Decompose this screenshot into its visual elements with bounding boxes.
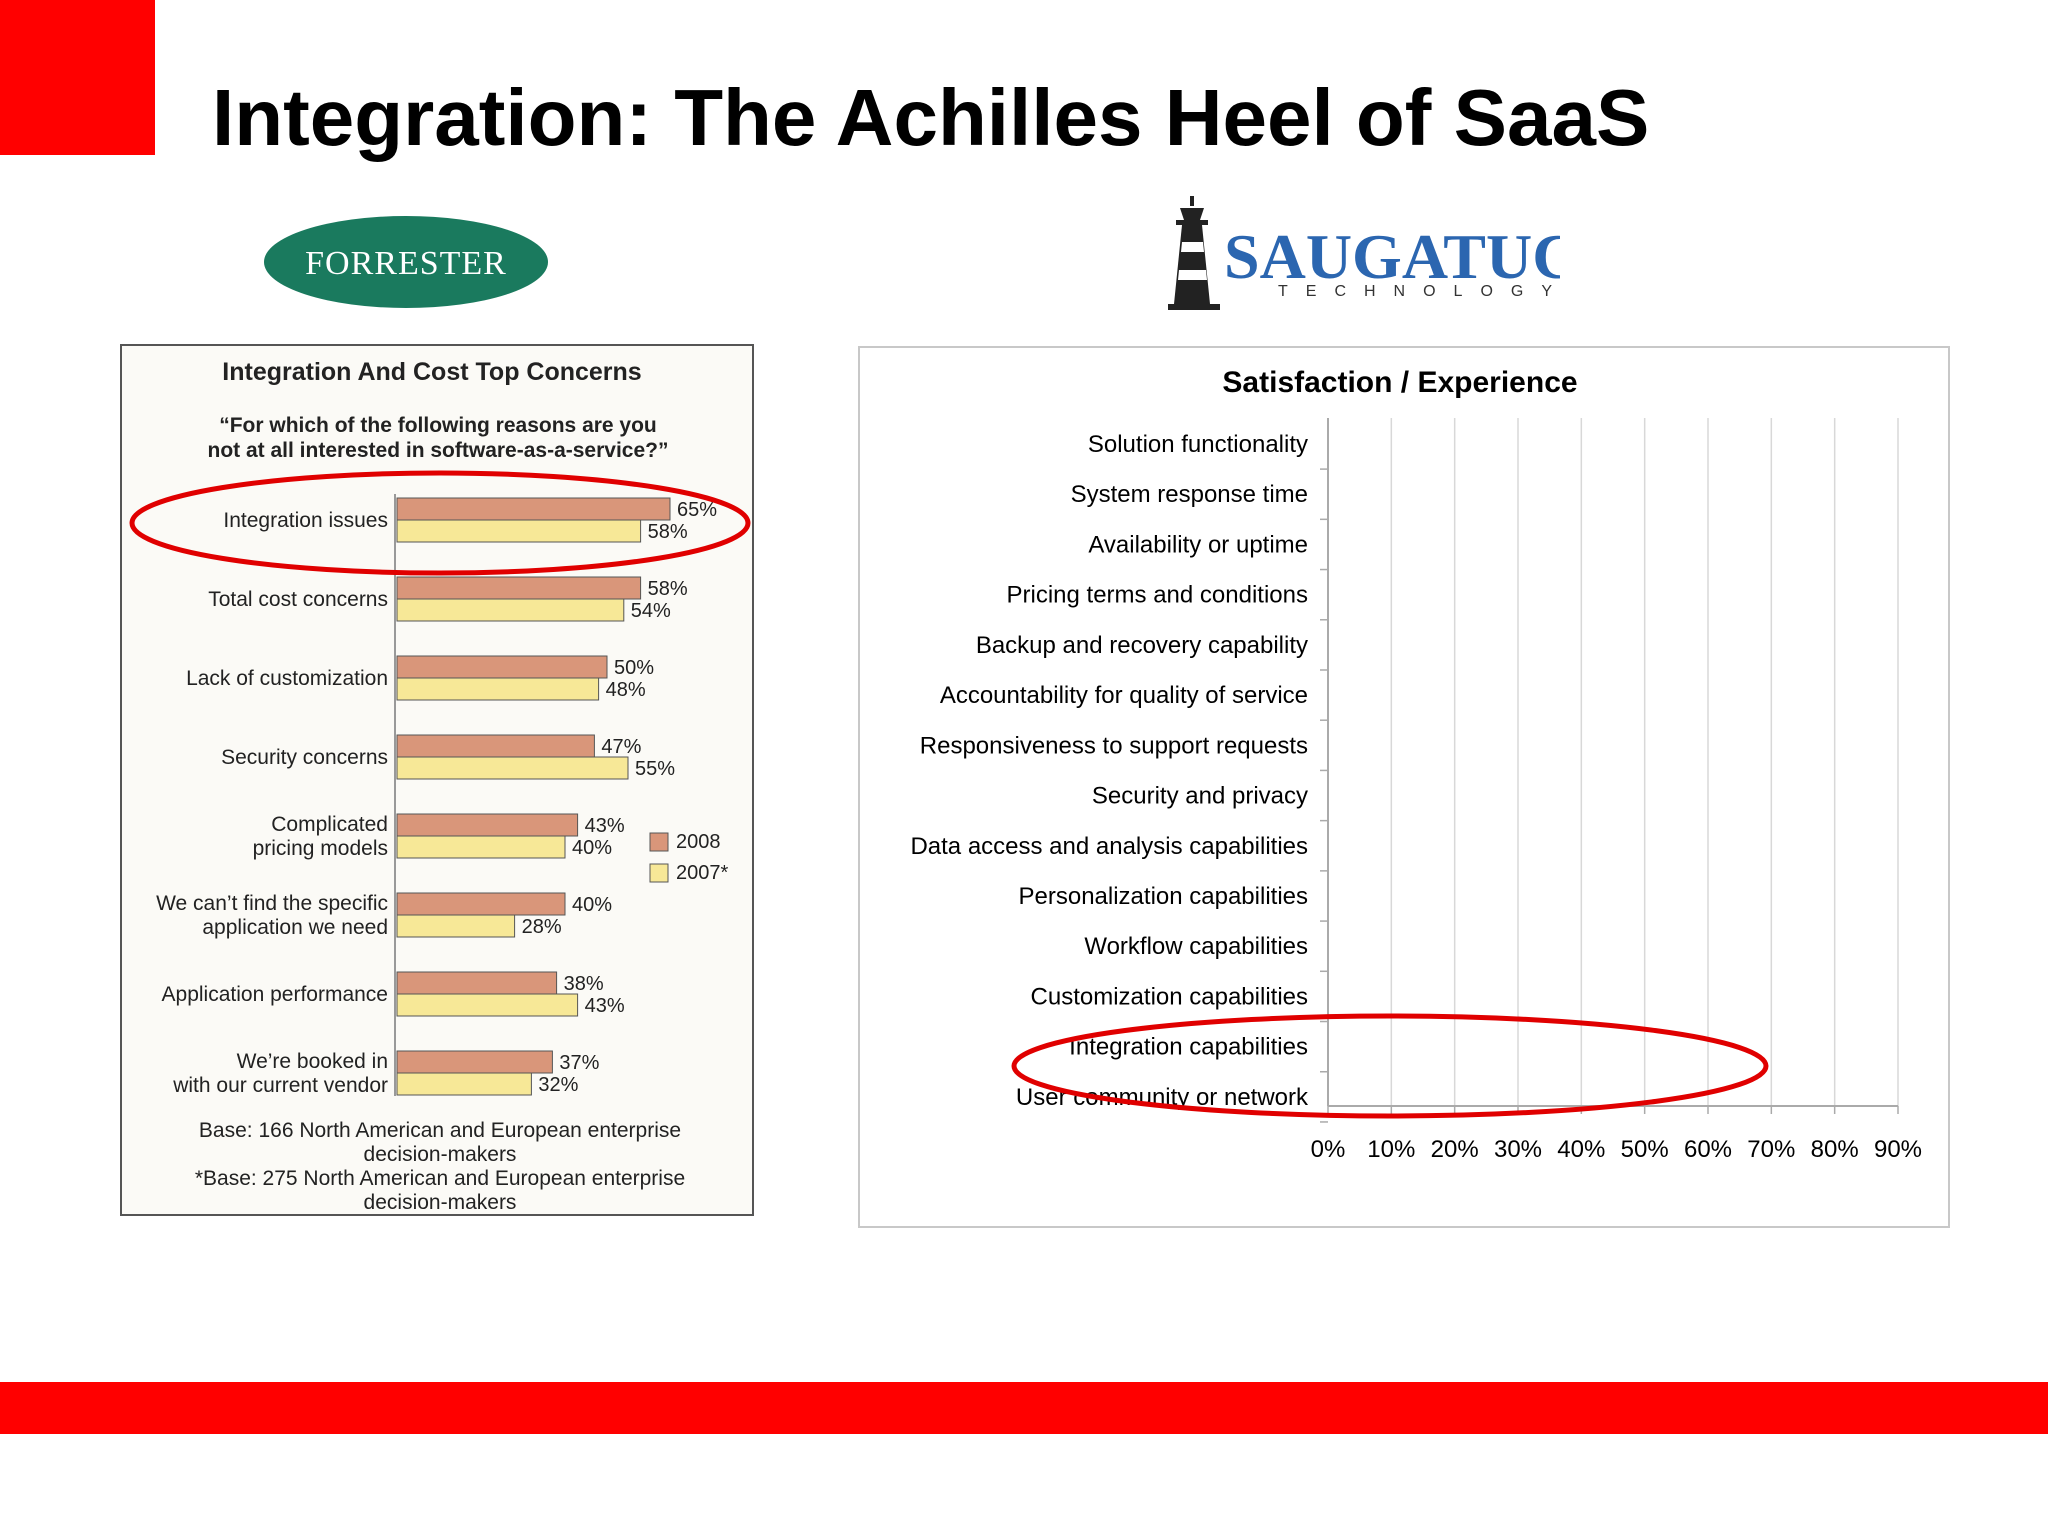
forrester-bar-2008 (396, 1050, 553, 1074)
saugatuck-category-label: Data access and analysis capabilities (910, 833, 1308, 860)
forrester-category-label: Total cost concerns (208, 588, 388, 611)
forrester-data-label: 55% (635, 758, 675, 780)
saugatuck-category-label: Workflow capabilities (1084, 933, 1308, 960)
forrester-base-note-2: decision-makers (364, 1143, 517, 1166)
forrester-category-label: Integration issues (223, 509, 388, 532)
forrester-logo-oval (264, 216, 548, 308)
saugatuck-x-tick-label: 70% (1747, 1136, 1795, 1163)
forrester-category-label: Complicated (271, 813, 388, 836)
forrester-chart-title: Integration And Cost Top Concerns (222, 358, 641, 386)
forrester-chart-question-line1: “For which of the following reasons are … (219, 414, 657, 437)
saugatuck-chart: Satisfaction / Experience Solution funct… (858, 346, 1950, 1228)
forrester-data-label: 28% (522, 916, 562, 938)
forrester-data-label: 65% (677, 499, 717, 521)
forrester-data-label: 58% (648, 578, 688, 600)
forrester-category-label: pricing models (253, 837, 388, 860)
bottom-accent-bar (0, 1382, 2048, 1434)
saugatuck-x-tick-label: 20% (1431, 1136, 1479, 1163)
saugatuck-category-label: Security and privacy (1092, 783, 1308, 810)
saugatuck-x-tick-label: 50% (1621, 1136, 1669, 1163)
saugatuck-x-tick-label: 30% (1494, 1136, 1542, 1163)
saugatuck-x-tick-label: 0% (1311, 1136, 1346, 1163)
saugatuck-x-tick-label: 80% (1811, 1136, 1859, 1163)
forrester-bar-2007 (396, 756, 629, 780)
saugatuck-logo-name: SAUGATUCK (1224, 221, 1560, 292)
forrester-bar-2007 (396, 677, 600, 701)
forrester-category-label: We can’t find the specific (156, 892, 388, 915)
forrester-data-label: 58% (648, 521, 688, 543)
forrester-data-label: 40% (572, 837, 612, 859)
forrester-bar-2007 (396, 1072, 532, 1096)
saugatuck-highlight-ellipse (1011, 1013, 1769, 1119)
forrester-legend: 2008 2007* (649, 831, 728, 884)
saugatuck-category-label: Responsiveness to support requests (920, 732, 1308, 759)
forrester-highlight-ellipse (129, 470, 751, 576)
legend-label-2007: 2007* (676, 862, 728, 884)
forrester-bar-2008 (396, 734, 595, 758)
lighthouse-icon (1168, 196, 1220, 310)
forrester-bar-2007 (396, 519, 642, 543)
forrester-bar-2008 (396, 971, 558, 995)
saugatuck-category-label: Availability or uptime (1088, 531, 1308, 558)
forrester-category-label: Lack of customization (186, 667, 388, 690)
forrester-base-note-3: *Base: 275 North American and European e… (195, 1167, 685, 1190)
forrester-bar-2008 (396, 892, 566, 916)
forrester-bar-2008 (396, 497, 671, 521)
forrester-data-label: 32% (538, 1074, 578, 1096)
forrester-data-label: 50% (614, 657, 654, 679)
saugatuck-logo: SAUGATUCK TECHNOLOGY (1168, 196, 1560, 310)
saugatuck-x-tick-label: 40% (1557, 1136, 1605, 1163)
forrester-bar-2007 (396, 835, 566, 859)
forrester-data-label: 48% (606, 679, 646, 701)
forrester-bar-2007 (396, 914, 516, 938)
forrester-logo-text: FORRESTER (305, 245, 507, 282)
forrester-bar-2007 (396, 598, 625, 622)
saugatuck-category-label: Integration capabilities (1069, 1034, 1308, 1061)
saugatuck-logo-subtitle: TECHNOLOGY (1278, 283, 1560, 300)
saugatuck-category-label: Backup and recovery capability (976, 632, 1308, 659)
forrester-base-note-1: Base: 166 North American and European en… (199, 1119, 681, 1142)
forrester-category-label: with our current vendor (172, 1074, 388, 1097)
forrester-base-note-4: decision-makers (364, 1191, 517, 1214)
forrester-bar-2008 (396, 655, 608, 679)
saugatuck-category-label: Solution functionality (1088, 431, 1308, 458)
saugatuck-x-tick-label: 10% (1367, 1136, 1415, 1163)
saugatuck-category-label: Customization capabilities (1031, 983, 1308, 1010)
forrester-data-label: 47% (601, 736, 641, 758)
legend-swatch-2008 (649, 832, 669, 852)
saugatuck-category-label: Accountability for quality of service (940, 682, 1308, 709)
slide-title: Integration: The Achilles Heel of SaaS (212, 73, 1650, 162)
saugatuck-chart-frame (858, 346, 1950, 1228)
forrester-bar-2007 (396, 993, 579, 1017)
forrester-category-label: Application performance (162, 983, 388, 1006)
forrester-category-label: Security concerns (221, 746, 388, 769)
saugatuck-x-tick-label: 90% (1874, 1136, 1922, 1163)
saugatuck-category-label: Pricing terms and conditions (1007, 582, 1308, 609)
forrester-bar-2008 (396, 813, 579, 837)
corner-accent-block (0, 0, 155, 155)
forrester-data-label: 54% (631, 600, 671, 622)
legend-swatch-2007 (649, 863, 669, 883)
forrester-chart-question-line2: not at all interested in software-as-a-s… (208, 439, 669, 462)
saugatuck-chart-title: Satisfaction / Experience (1222, 366, 1577, 399)
legend-label-2008: 2008 (676, 831, 721, 853)
forrester-bar-2008 (396, 576, 642, 600)
saugatuck-category-label: Personalization capabilities (1019, 883, 1309, 910)
forrester-logo: FORRESTER (264, 216, 548, 308)
forrester-data-label: 43% (585, 815, 625, 837)
saugatuck-category-label: System response time (1071, 481, 1308, 508)
forrester-data-label: 37% (559, 1052, 599, 1074)
forrester-data-label: 40% (572, 894, 612, 916)
forrester-data-label: 38% (564, 973, 604, 995)
forrester-data-label: 43% (585, 995, 625, 1017)
forrester-category-label: application we need (202, 916, 388, 939)
forrester-category-label: We’re booked in (237, 1050, 388, 1073)
saugatuck-x-tick-label: 60% (1684, 1136, 1732, 1163)
forrester-chart: Integration And Cost Top Concerns “For w… (120, 344, 754, 1216)
